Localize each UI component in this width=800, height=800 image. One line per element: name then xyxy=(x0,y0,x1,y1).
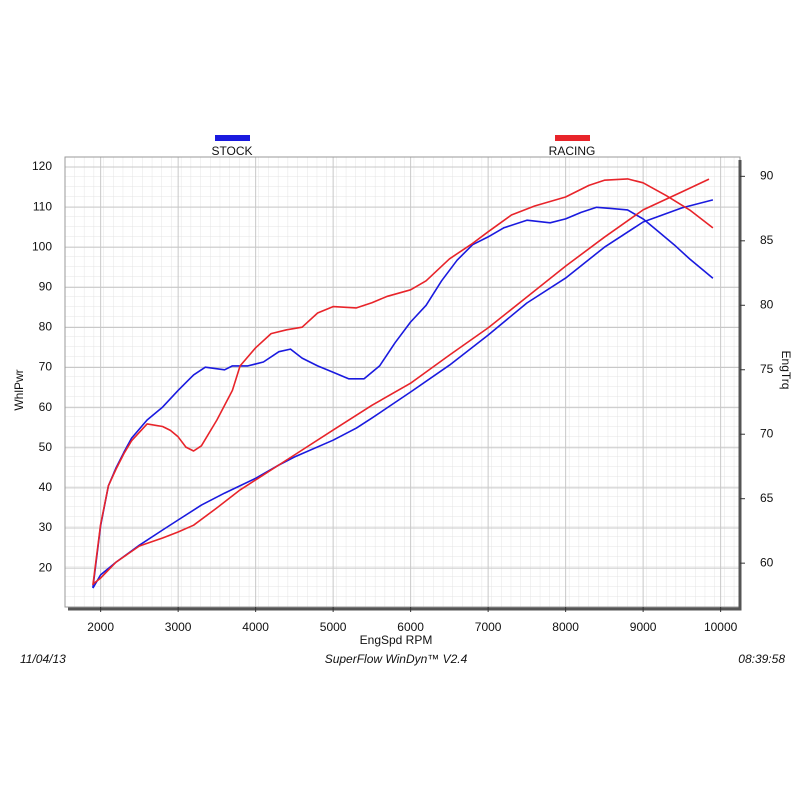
x-tick-label: 2000 xyxy=(87,620,114,634)
y-tick-label: 30 xyxy=(39,520,53,534)
x-tick-label: 8000 xyxy=(552,620,579,634)
y-tick-label: 20 xyxy=(39,560,53,574)
x-tick-label: 5000 xyxy=(320,620,347,634)
y-tick-label: 100 xyxy=(32,239,52,253)
y-tick-label: 80 xyxy=(39,320,53,334)
y-tick-label: 50 xyxy=(39,440,53,454)
y2-tick-label: 75 xyxy=(760,362,774,376)
y-axis-label: WhlPwr xyxy=(12,369,26,410)
y2-tick-label: 85 xyxy=(760,233,774,247)
footer-date: 11/04/13 xyxy=(20,652,66,666)
x-tick-label: 9000 xyxy=(630,620,657,634)
legend-label: RACING xyxy=(549,144,596,158)
legend-swatch xyxy=(555,135,590,141)
power-line xyxy=(92,178,710,585)
x-tick-label: 7000 xyxy=(475,620,502,634)
footer-software: SuperFlow WinDyn™ V2.4 xyxy=(325,652,468,666)
x-tick-label: 6000 xyxy=(397,620,424,634)
power-line xyxy=(92,199,714,589)
y2-tick-label: 80 xyxy=(760,297,774,311)
y-tick-label: 70 xyxy=(39,360,53,374)
y-tick-label: 90 xyxy=(39,280,53,294)
x-tick-label: 4000 xyxy=(242,620,269,634)
y2-axis-label: EngTrq xyxy=(779,351,793,390)
x-tick-label: 3000 xyxy=(165,620,192,634)
y2-tick-label: 65 xyxy=(760,491,774,505)
torque-line xyxy=(92,178,714,586)
y2-tick-label: 70 xyxy=(760,426,774,440)
y-tick-label: 120 xyxy=(32,159,52,173)
frame-shadow xyxy=(68,160,742,611)
y-tick-label: 60 xyxy=(39,400,53,414)
x-axis-label: EngSpd RPM xyxy=(360,633,433,647)
x-tick-label: 10000 xyxy=(704,620,738,634)
y-tick-label: 110 xyxy=(33,199,52,213)
y2-tick-label: 90 xyxy=(760,169,774,183)
legend-swatch xyxy=(215,135,250,141)
torque-line xyxy=(92,206,714,588)
y-tick-label: 40 xyxy=(39,480,53,494)
y2-tick-label: 60 xyxy=(760,555,774,569)
legend-label: STOCK xyxy=(211,144,252,158)
footer-time: 08:39:58 xyxy=(738,652,785,666)
